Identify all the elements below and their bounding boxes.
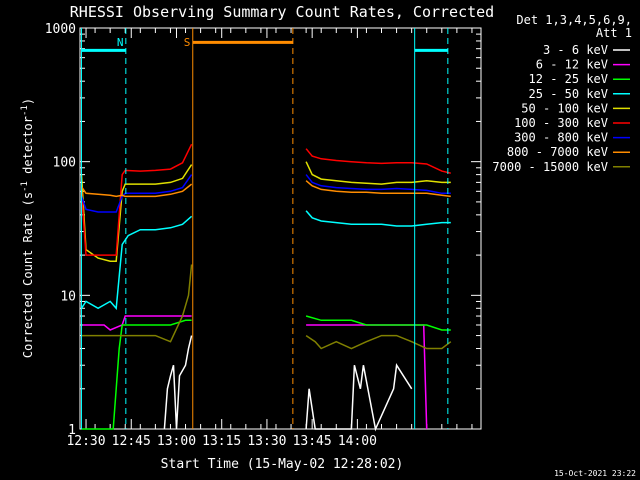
legend-label: 300 - 800 keV xyxy=(514,131,608,145)
legend-header-line1: Det 1,3,4,5,6,9, xyxy=(516,13,632,27)
series-line-7 xyxy=(305,180,451,198)
x-tick-label: 13:45 xyxy=(293,434,332,449)
legend-label: 50 - 100 keV xyxy=(521,101,608,115)
chart-title: RHESSI Observing Summary Count Rates, Co… xyxy=(70,3,494,21)
series-8 xyxy=(81,264,452,350)
x-tick-label: 13:00 xyxy=(157,434,196,449)
series-line-0 xyxy=(163,335,193,430)
x-tick-label: 12:30 xyxy=(66,434,105,449)
series-line-4 xyxy=(305,161,451,185)
series-line-3 xyxy=(80,215,193,311)
y-tick-label: 1 xyxy=(68,423,76,438)
series-line-4 xyxy=(80,164,193,262)
legend-header-line2: Att 1 xyxy=(596,26,632,40)
y-axis-label-sup1: -1 xyxy=(20,181,30,192)
x-tick-label: 14:00 xyxy=(338,434,377,449)
legend-label: 3 - 6 keV xyxy=(543,43,608,57)
series-6 xyxy=(80,174,451,213)
y-axis-label-sup2: -1 xyxy=(20,105,30,116)
series-2 xyxy=(81,315,451,430)
y-axis-label-mid: detector xyxy=(21,116,35,181)
series-5 xyxy=(80,143,451,256)
x-tick-label: 13:30 xyxy=(247,434,286,449)
series-3 xyxy=(80,210,451,311)
plot-frame xyxy=(79,27,482,430)
y-axis-label-end: ) xyxy=(21,98,35,105)
series-0 xyxy=(163,335,413,432)
series-4 xyxy=(80,161,451,262)
series-line-8 xyxy=(305,334,452,350)
legend-label: 800 - 7000 keV xyxy=(507,145,608,159)
legend-label: 12 - 25 keV xyxy=(529,72,608,86)
event-marker-label: N xyxy=(117,36,124,49)
series-7 xyxy=(80,180,451,198)
series-line-2 xyxy=(81,319,192,430)
series-line-7 xyxy=(80,183,193,198)
series-line-6 xyxy=(305,174,451,195)
legend-label: 100 - 300 keV xyxy=(514,116,608,130)
series-line-2 xyxy=(305,315,451,331)
series-line-0 xyxy=(305,363,413,432)
plot-area xyxy=(79,27,482,432)
y-axis-label-main: Corrected Count Rate (s xyxy=(21,192,35,358)
legend-label: 6 - 12 keV xyxy=(536,58,608,72)
y-tick-label: 10 xyxy=(60,289,76,304)
series-line-5 xyxy=(80,143,193,256)
series-line-6 xyxy=(80,174,193,213)
series-line-3 xyxy=(305,210,451,227)
y-axis-label: Corrected Count Rate (s-1 detector-1) xyxy=(20,98,35,358)
series-1 xyxy=(83,315,428,430)
x-axis-label: Start Time (15-May-02 12:28:02) xyxy=(161,457,404,472)
footer-timestamp: 15-Oct-2021 23:22 xyxy=(554,469,636,478)
legend-label: 25 - 50 keV xyxy=(529,87,608,101)
y-tick-label: 100 xyxy=(53,156,76,171)
series-line-5 xyxy=(305,148,451,174)
event-marker-label: S xyxy=(184,36,191,49)
x-tick-label: 13:15 xyxy=(202,434,241,449)
legend-label: 7000 - 15000 keV xyxy=(492,160,608,174)
y-tick-label: 1000 xyxy=(45,22,76,37)
x-tick-label: 12:45 xyxy=(112,434,151,449)
series-line-8 xyxy=(81,264,193,343)
series-line-1 xyxy=(83,315,192,331)
